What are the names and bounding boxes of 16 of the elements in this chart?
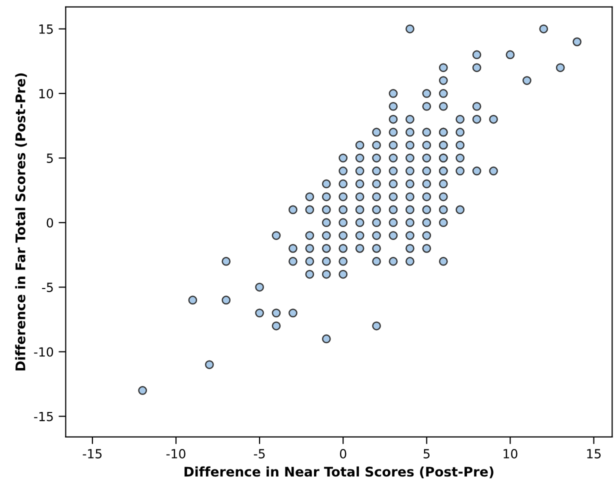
y-tick-label: 15 — [39, 24, 53, 34]
y-tick-label: 5 — [46, 154, 53, 163]
y-tick-label: -10 — [34, 347, 54, 357]
x-tick-label: -10 — [166, 449, 186, 458]
y-tick-label: -5 — [42, 282, 53, 292]
y-tick-label: 0 — [46, 218, 54, 228]
y-tick-label: 10 — [39, 88, 54, 98]
x-tick-label: -5 — [254, 449, 265, 458]
x-tick-label: -15 — [82, 449, 102, 458]
x-tick-label: 10 — [504, 449, 518, 458]
y-axis-title: Difference in Far Total Scores (Post-Pre) — [15, 73, 27, 370]
x-tick-label: 0 — [340, 449, 346, 458]
x-tick-label: 5 — [424, 449, 430, 458]
x-axis-title: Difference in Near Total Scores (Post-Pre) — [184, 466, 494, 478]
x-tick-label: 15 — [587, 449, 601, 458]
y-tick-label: -15 — [34, 412, 53, 422]
